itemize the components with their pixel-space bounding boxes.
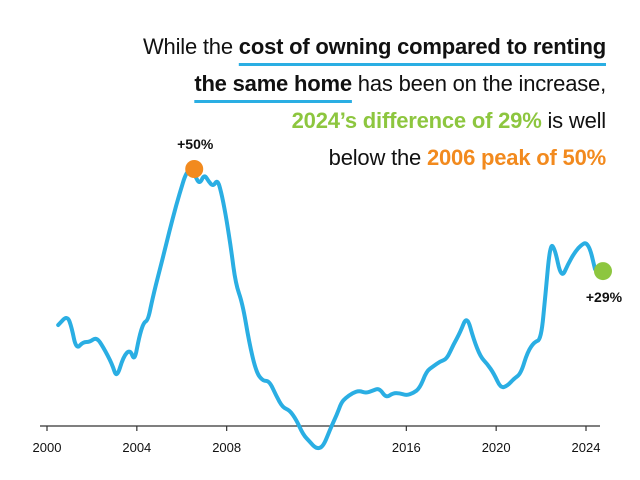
current-label: +29% bbox=[586, 289, 623, 305]
x-tick-label: 2004 bbox=[122, 440, 151, 455]
x-tick-label: 2000 bbox=[33, 440, 62, 455]
headline-text: has been on the increase, bbox=[351, 71, 606, 96]
x-axis: 2000 2004 2008 2016 2020 2024 bbox=[33, 425, 601, 455]
headline-highlight-home: the same home bbox=[194, 71, 352, 96]
headline-text: is well bbox=[541, 108, 606, 133]
headline-highlight-2024: 2024’s difference of 29% bbox=[291, 108, 542, 133]
headline-text: While the bbox=[142, 34, 239, 59]
series-layer bbox=[56, 167, 597, 451]
x-tick-label: 2024 bbox=[572, 440, 601, 455]
x-tick-label: 2016 bbox=[392, 440, 421, 455]
headline-line-2: the same home has been on the increase, bbox=[46, 65, 606, 102]
headline-line-4: below the 2006 peak of 50% bbox=[46, 139, 607, 176]
current-marker bbox=[593, 262, 612, 281]
headline-highlight-cost: cost of owning compared to renting bbox=[238, 34, 606, 59]
series-line bbox=[56, 167, 597, 451]
x-tick-label: 2008 bbox=[212, 440, 241, 455]
headline-line-1: While the cost of owning compared to ren… bbox=[46, 28, 606, 65]
headline-text: below the bbox=[328, 145, 427, 170]
x-tick-label: 2020 bbox=[482, 440, 511, 455]
headline-highlight-2006: 2006 peak of 50% bbox=[426, 145, 606, 170]
headline: While the cost of owning compared to ren… bbox=[46, 28, 606, 176]
peak-label: +50% bbox=[177, 136, 214, 152]
peak-marker bbox=[185, 160, 204, 178]
annotation-layer: +50% +29% bbox=[177, 136, 623, 305]
headline-line-3: 2024’s difference of 29% is well bbox=[46, 102, 607, 139]
